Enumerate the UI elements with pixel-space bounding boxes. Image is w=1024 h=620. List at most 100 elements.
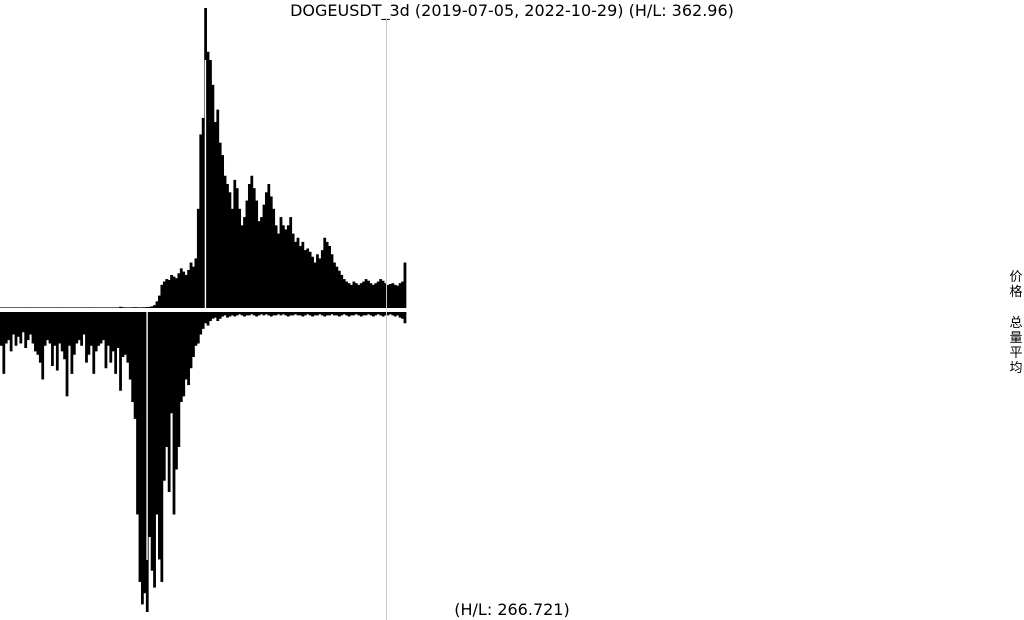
price-bar — [345, 281, 348, 308]
price-bar — [320, 250, 324, 308]
price-bar — [391, 283, 395, 308]
price-bar — [155, 301, 159, 308]
price-bar — [294, 241, 297, 308]
volume-bar — [17, 312, 20, 337]
volume-bar — [243, 312, 246, 317]
volume-bar — [204, 312, 207, 324]
price-bar — [87, 307, 91, 308]
price-bar — [362, 281, 366, 308]
price-bar — [323, 237, 327, 308]
price-bar — [369, 283, 373, 308]
price-bar — [371, 284, 375, 308]
price-bar — [238, 208, 242, 308]
price-bar — [65, 307, 69, 308]
price-bar — [148, 306, 152, 308]
volume-bar — [299, 312, 302, 316]
chart-title: DOGEUSDT_3d (2019-07-05, 2022-10-29) (H/… — [290, 1, 734, 20]
price-bar — [136, 307, 139, 308]
price-bar — [9, 307, 13, 308]
volume-bar — [393, 312, 397, 317]
price-bar — [158, 295, 161, 308]
price-bar — [85, 307, 88, 308]
volume-bar — [398, 312, 402, 318]
volume-bar — [379, 312, 383, 316]
price-bar — [36, 307, 40, 308]
price-bar — [55, 307, 59, 308]
volume-bar — [384, 312, 387, 316]
price-bar — [257, 221, 261, 308]
volume-bar — [376, 312, 380, 315]
volume-bar — [294, 312, 297, 315]
volume-bar — [36, 312, 40, 355]
price-axis-label: 价格 — [1009, 270, 1023, 300]
price-bar — [340, 274, 344, 308]
volume-bar — [342, 312, 346, 315]
volume-bar — [374, 312, 378, 316]
volume-bar — [53, 312, 57, 346]
price-bar — [211, 84, 215, 308]
volume-bar — [177, 312, 181, 447]
price-bar — [367, 280, 370, 308]
volume-bar — [92, 312, 96, 374]
price-series — [0, 8, 407, 309]
price-bar — [301, 241, 305, 308]
price-bar — [401, 281, 404, 308]
volume-bar — [4, 312, 8, 344]
volume-bar — [172, 312, 176, 515]
volume-bar — [255, 312, 259, 317]
volume-bar — [323, 312, 327, 317]
price-bar — [31, 307, 35, 308]
volume-bar — [119, 312, 122, 391]
volume-bar — [350, 312, 353, 316]
volume-bar — [347, 312, 351, 317]
volume-bar — [138, 312, 142, 582]
volume-bar — [386, 312, 390, 316]
volume-bar — [55, 312, 59, 371]
price-bar — [92, 307, 96, 308]
volume-bar — [320, 312, 324, 316]
volume-bar — [333, 312, 336, 316]
volume-bar — [403, 312, 407, 324]
volume-bar — [21, 312, 25, 333]
price-bar — [68, 307, 71, 308]
volume-bar — [296, 312, 300, 316]
price-bar — [335, 266, 339, 308]
volume-bar — [70, 312, 74, 374]
price-bar — [403, 262, 407, 308]
price-bar — [269, 196, 273, 308]
price-bar — [289, 217, 293, 308]
price-bar — [141, 307, 144, 308]
volume-bar — [12, 312, 15, 335]
price-bar — [291, 233, 295, 308]
volume-bar — [311, 312, 314, 317]
price-bar — [233, 179, 237, 308]
volume-bar — [313, 312, 317, 316]
volume-bar — [282, 312, 285, 315]
volume-bar — [260, 312, 263, 315]
price-bar — [14, 307, 18, 308]
volume-bar — [65, 312, 69, 397]
volume-bar — [38, 312, 42, 363]
volume-bar — [269, 312, 273, 317]
price-bar — [282, 225, 285, 308]
price-bar — [121, 307, 125, 308]
volume-bar — [2, 312, 6, 374]
volume-bar — [240, 312, 244, 316]
price-bar — [53, 307, 57, 308]
price-bar — [189, 262, 193, 308]
price-bar — [235, 188, 239, 308]
price-bar — [97, 307, 101, 308]
volume-bar — [150, 312, 154, 571]
price-bar — [111, 307, 115, 308]
price-bar — [116, 307, 120, 308]
price-bar — [34, 307, 37, 308]
price-bar — [138, 307, 142, 308]
volume-bar — [77, 312, 81, 341]
price-bar — [153, 305, 156, 308]
volume-bar — [34, 312, 37, 352]
volume-bar — [75, 312, 79, 344]
volume-bar — [359, 312, 363, 317]
volume-bar — [318, 312, 322, 315]
price-bar — [43, 307, 47, 308]
price-bar — [218, 142, 222, 308]
